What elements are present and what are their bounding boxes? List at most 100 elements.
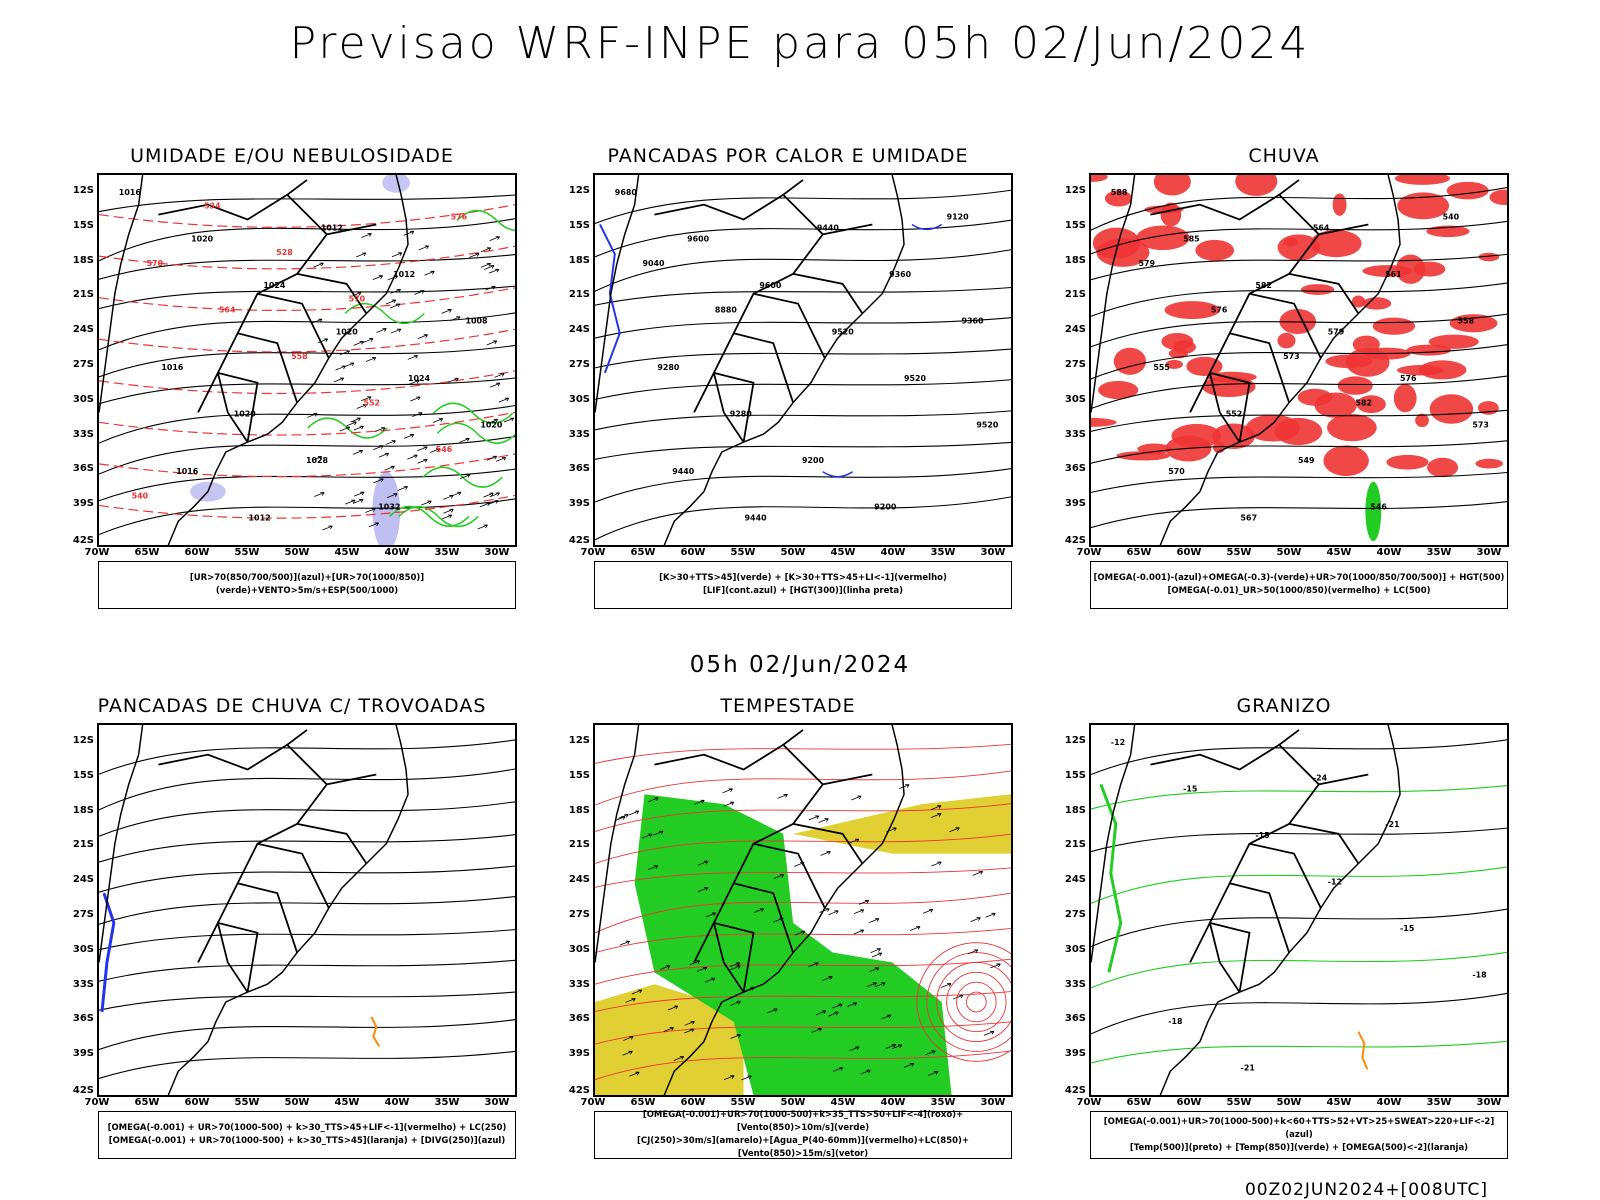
- height-contour: [595, 348, 1011, 369]
- lon-tick-label: 50W: [780, 547, 806, 558]
- height-contour: [595, 317, 1011, 339]
- map-pancadas-calor: 9680 9600 9600 9520 9520 9520 9440 9440 9440 9360…: [593, 173, 1013, 547]
- contour-label: 582: [1355, 399, 1372, 408]
- wind-vector: [705, 912, 717, 918]
- contour-label: 1020: [480, 420, 503, 429]
- panel-title: TEMPESTADE: [720, 695, 856, 717]
- wind-vector: [391, 252, 403, 258]
- wind-vector: [418, 245, 430, 251]
- contour-label: 534: [204, 202, 221, 211]
- rain-area: [1327, 414, 1377, 442]
- rain-area: [1397, 192, 1450, 220]
- panel-title: GRANIZO: [1236, 695, 1332, 717]
- lat-tick-label: 24S: [568, 874, 590, 886]
- streamline: [99, 895, 515, 925]
- thickness-contour: [99, 204, 515, 228]
- wind-vector: [480, 247, 492, 253]
- streamline: [99, 739, 515, 775]
- wind-vector: [653, 830, 664, 836]
- rain-area: [1098, 380, 1139, 400]
- height-contour: [1091, 471, 1507, 493]
- height-contour: [99, 285, 515, 310]
- contour-label: 9440: [672, 467, 695, 476]
- lon-tick-label: 50W: [284, 547, 310, 558]
- wind-vector: [443, 508, 454, 514]
- wind-vector: [489, 492, 500, 498]
- panel-title: UMIDADE E/OU NEBULOSIDADE: [130, 145, 454, 167]
- lon-tick-label: 50W: [284, 1097, 310, 1108]
- lon-tick-label: 45W: [830, 1097, 856, 1108]
- footer-run-label: 00Z02JUN2024+[008UTC]: [1244, 1180, 1488, 1200]
- lon-tick-label: 70W: [84, 547, 110, 558]
- legend-line: [OMEGA(-0.001)-(azul)+OMEGA(-0.3)-(verde…: [1093, 573, 1505, 583]
- rain-area: [1351, 295, 1366, 308]
- wind-vector: [615, 816, 626, 821]
- contour-label: 1016: [119, 188, 142, 197]
- rain-area: [1323, 445, 1369, 477]
- panel-tempestade: TEMPESTADE [OMEGA(-0.001)+UR>70(1000-500…: [538, 695, 1038, 1165]
- wind-vector: [625, 998, 636, 1003]
- contour-label: 1016: [176, 467, 199, 476]
- lon-tick-label: 60W: [1176, 1097, 1202, 1108]
- legend-granizo: [OMEGA(-0.001)+UR>70(1000-500)+k<60+TTS>…: [1090, 1111, 1508, 1159]
- contour-label: 582: [1255, 281, 1272, 290]
- height-contour: [1091, 282, 1507, 317]
- contour-label: 9360: [961, 316, 984, 325]
- main-title: Previsao WRF-INPE para 05h 02/Jun/2024: [289, 18, 1311, 69]
- thickness-contour: [99, 453, 515, 478]
- humidity-contour: [456, 209, 515, 231]
- wind-vector: [667, 1005, 679, 1011]
- streamline: [99, 959, 515, 982]
- lat-tick-label: 21S: [72, 839, 94, 851]
- wind-vector: [927, 1071, 939, 1076]
- rain-area: [1300, 284, 1335, 295]
- humidity-contour: [344, 302, 425, 325]
- thickness-contour: [99, 287, 515, 311]
- wind-vector: [871, 952, 883, 958]
- lat-tick-label: 27S: [568, 359, 590, 370]
- contour-label: 9200: [874, 502, 897, 511]
- wind-vector: [480, 262, 492, 268]
- wind-vector: [417, 334, 428, 340]
- lat-tick-label: 33S: [1064, 978, 1086, 990]
- rain-area: [1372, 317, 1416, 335]
- rain-area: [1274, 417, 1323, 446]
- contour-label: -18: [1168, 1017, 1183, 1026]
- height-contour: [99, 218, 515, 262]
- wind-vector: [429, 448, 441, 453]
- wind-vector: [489, 236, 500, 241]
- lat-tick-label: 12S: [1064, 185, 1086, 196]
- temperature-contour: [1091, 908, 1507, 948]
- lat-tick-label: 33S: [568, 428, 590, 440]
- contour-label: -15: [1255, 831, 1269, 840]
- contour-label: 9280: [657, 363, 680, 372]
- wind-vector: [484, 265, 495, 270]
- lat-tick-label: 36S: [72, 463, 94, 475]
- contour-label: 1008: [465, 316, 488, 325]
- wind-vector: [832, 1067, 844, 1072]
- contour-label: 576: [1400, 374, 1417, 383]
- streamline: [595, 867, 1011, 888]
- lat-tick-label: 42S: [568, 535, 590, 546]
- wind-vector: [477, 524, 488, 530]
- lat-tick-label: 30S: [1064, 393, 1086, 405]
- streamline: [595, 833, 1011, 864]
- rain-area: [1489, 189, 1507, 205]
- wind-vector: [832, 1003, 843, 1009]
- wind-vector: [385, 299, 397, 305]
- contour-label: 1020: [191, 234, 214, 243]
- wind-vector: [387, 493, 398, 498]
- wind-vector: [368, 522, 379, 528]
- rain-area: [1116, 451, 1170, 461]
- lon-tick-label: 65W: [134, 547, 160, 558]
- lat-tick-label: 42S: [1064, 535, 1086, 546]
- wind-vector: [628, 810, 640, 816]
- contour-label: 9680: [615, 188, 638, 197]
- height-contour: [1091, 313, 1507, 348]
- contour-label: -24: [1313, 773, 1328, 782]
- legend-line: [OMEGA(-0.001)+UR>70(1000-500)+k<60+TTS>…: [1103, 1116, 1495, 1140]
- lon-tick-label: 50W: [1276, 547, 1302, 558]
- wind-vector: [853, 929, 865, 935]
- map-trovoadas: [97, 723, 517, 1097]
- lat-tick-label: 33S: [72, 428, 94, 440]
